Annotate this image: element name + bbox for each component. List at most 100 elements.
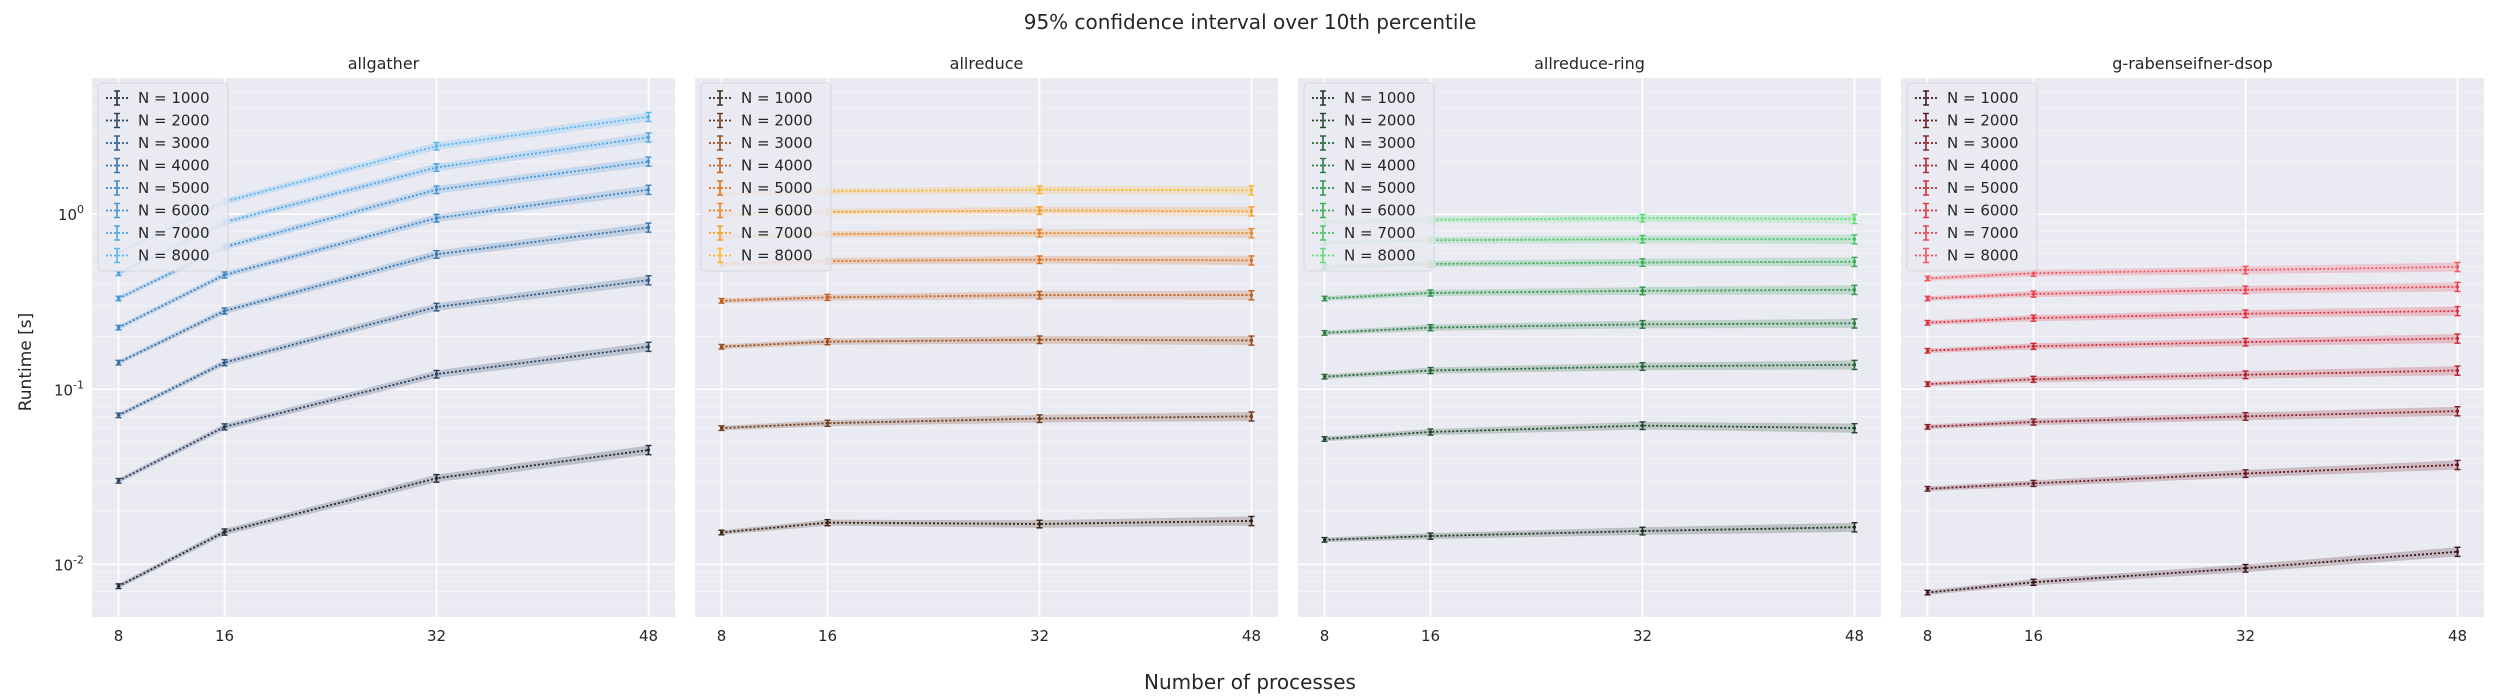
- series-2: [1924, 459, 2461, 492]
- legend-label: N = 5000: [1344, 179, 1416, 197]
- data-point: [1640, 289, 1645, 293]
- data-point: [1037, 188, 1042, 192]
- data-point: [116, 479, 121, 483]
- legend-item: N = 7000: [1915, 224, 2019, 242]
- confidence-band: [118, 445, 649, 589]
- y-tick-label: 10-2: [54, 553, 84, 574]
- series-line: [1324, 322, 1855, 334]
- legend-item: N = 4000: [709, 157, 813, 175]
- data-point: [825, 521, 830, 525]
- legend-box: [1303, 82, 1435, 272]
- legend-item: N = 1000: [1312, 89, 1416, 107]
- series-line: [118, 226, 649, 364]
- confidence-band: [721, 516, 1252, 535]
- data-point: [1249, 258, 1254, 262]
- series-line: [1927, 285, 2458, 300]
- x-tick-label: 48: [1845, 627, 1864, 645]
- data-point: [2243, 471, 2248, 476]
- data-point: [2031, 580, 2036, 584]
- legend-label: N = 3000: [1947, 134, 2019, 152]
- data-point: [222, 425, 227, 429]
- data-point: [2455, 409, 2460, 413]
- data-point: [1322, 437, 1327, 441]
- data-point: [2243, 566, 2248, 570]
- legend-label: N = 2000: [1344, 112, 1416, 130]
- data-point: [1322, 375, 1327, 379]
- data-point: [2243, 414, 2248, 418]
- confidence-band: [721, 185, 1252, 197]
- data-point: [1925, 296, 1930, 301]
- series-line: [721, 338, 1252, 348]
- series-line: [1927, 369, 2458, 386]
- confidence-band: [118, 342, 649, 484]
- legend-item: N = 6000: [1312, 202, 1416, 220]
- data-point: [222, 361, 227, 365]
- legend-item: N = 8000: [106, 247, 210, 265]
- data-point: [2455, 550, 2460, 554]
- series-5: [115, 184, 652, 331]
- panel-0: 10-2 10-1 100 8 16 32 48 allgather N = 1000 N = 2…: [54, 54, 675, 645]
- data-point: [116, 326, 121, 330]
- y-axis-label: Runtime [s]: [16, 313, 36, 412]
- x-tick-label: 8: [114, 627, 124, 645]
- legend-label: N = 4000: [1344, 157, 1416, 175]
- series-4: [115, 222, 652, 366]
- series-line: [1927, 463, 2458, 490]
- data-point: [2243, 268, 2248, 272]
- series-2: [1321, 421, 1858, 442]
- data-point: [1428, 430, 1433, 434]
- series-line: [1324, 288, 1855, 300]
- confidence-band: [118, 185, 649, 330]
- data-point: [1852, 321, 1857, 325]
- data-point: [1322, 331, 1327, 335]
- legend-label: N = 8000: [1947, 247, 2019, 265]
- data-point: [2243, 340, 2248, 344]
- data-point: [222, 530, 227, 534]
- data-point: [434, 165, 439, 170]
- series-4: [1321, 318, 1858, 336]
- data-point: [116, 413, 121, 417]
- data-point: [222, 273, 227, 277]
- series-5: [1321, 284, 1858, 302]
- legend-item: N = 5000: [1312, 179, 1416, 197]
- confidence-band: [1324, 285, 1855, 301]
- data-point: [2455, 309, 2460, 313]
- data-point: [1428, 368, 1433, 373]
- legend-item: N = 3000: [106, 134, 210, 152]
- data-point: [1428, 534, 1433, 538]
- legend-item: N = 6000: [106, 202, 210, 220]
- data-point: [2455, 285, 2460, 289]
- legend-label: N = 3000: [1344, 134, 1416, 152]
- data-point: [434, 144, 439, 148]
- legend-item: N = 3000: [1312, 134, 1416, 152]
- legend-label: N = 1000: [1344, 89, 1416, 107]
- data-point: [2031, 316, 2036, 320]
- legend-label: N = 5000: [138, 179, 210, 197]
- data-point: [1249, 293, 1254, 297]
- legend-item: N = 5000: [106, 179, 210, 197]
- legend-item: N = 3000: [709, 134, 813, 152]
- legend-label: N = 2000: [741, 112, 813, 130]
- data-point: [719, 299, 724, 303]
- data-point: [1428, 291, 1433, 295]
- legend-label: N = 5000: [741, 179, 813, 197]
- data-point: [2455, 336, 2460, 341]
- x-tick-label: 16: [215, 627, 234, 645]
- x-tick-label: 16: [818, 627, 837, 645]
- x-tick-label: 48: [2448, 627, 2467, 645]
- data-point: [2455, 368, 2460, 373]
- data-point: [1428, 326, 1433, 330]
- data-point: [2031, 377, 2036, 381]
- data-point: [2243, 373, 2248, 377]
- data-point: [1640, 216, 1645, 220]
- series-3: [718, 335, 1255, 350]
- y-tick-label: 100: [58, 203, 84, 224]
- data-point: [1249, 519, 1254, 523]
- data-point: [825, 340, 830, 344]
- data-point: [434, 476, 439, 480]
- series-1: [718, 515, 1255, 536]
- data-point: [1852, 217, 1857, 221]
- data-point: [825, 421, 830, 425]
- x-tick-label: 48: [1242, 627, 1261, 645]
